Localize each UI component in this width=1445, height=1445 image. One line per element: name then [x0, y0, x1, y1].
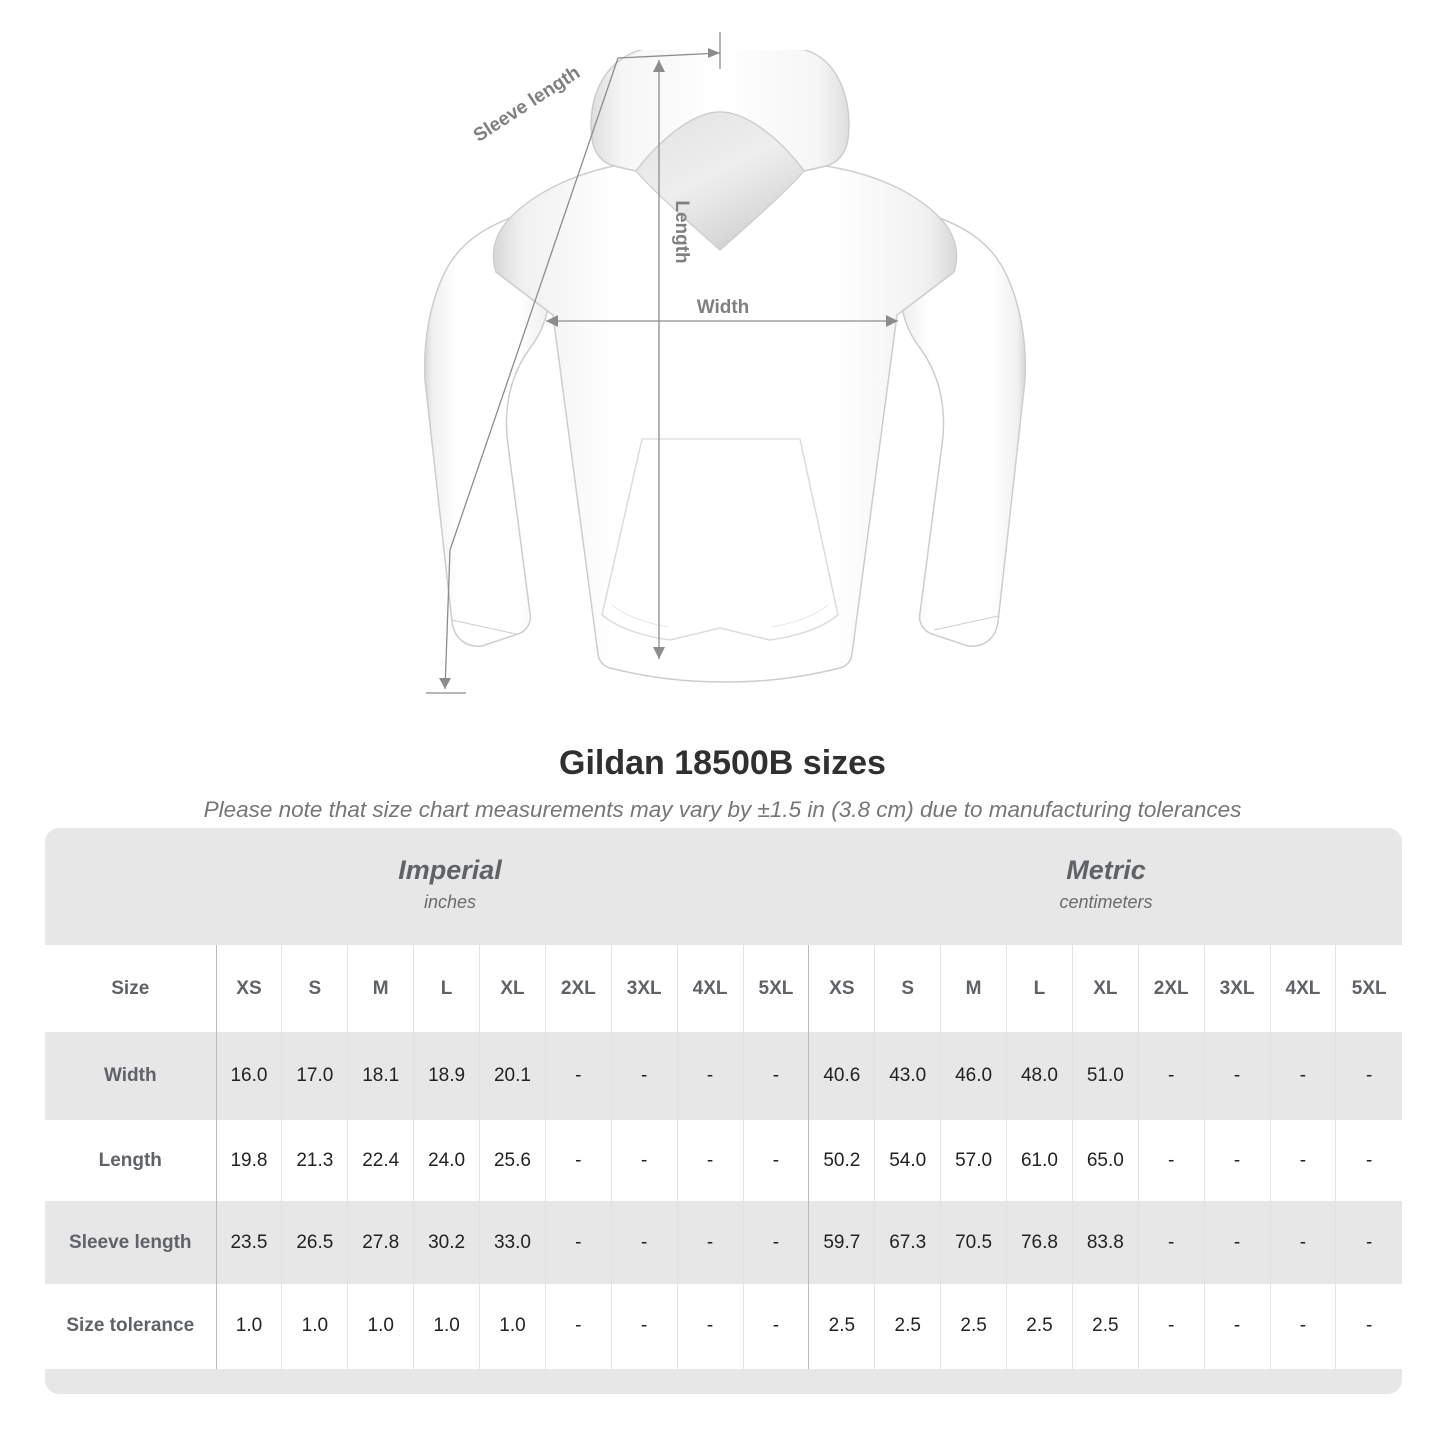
svg-text:Sleeve length: Sleeve length: [470, 62, 584, 146]
svg-text:Width: Width: [697, 297, 750, 318]
svg-text:Length: Length: [671, 200, 692, 263]
